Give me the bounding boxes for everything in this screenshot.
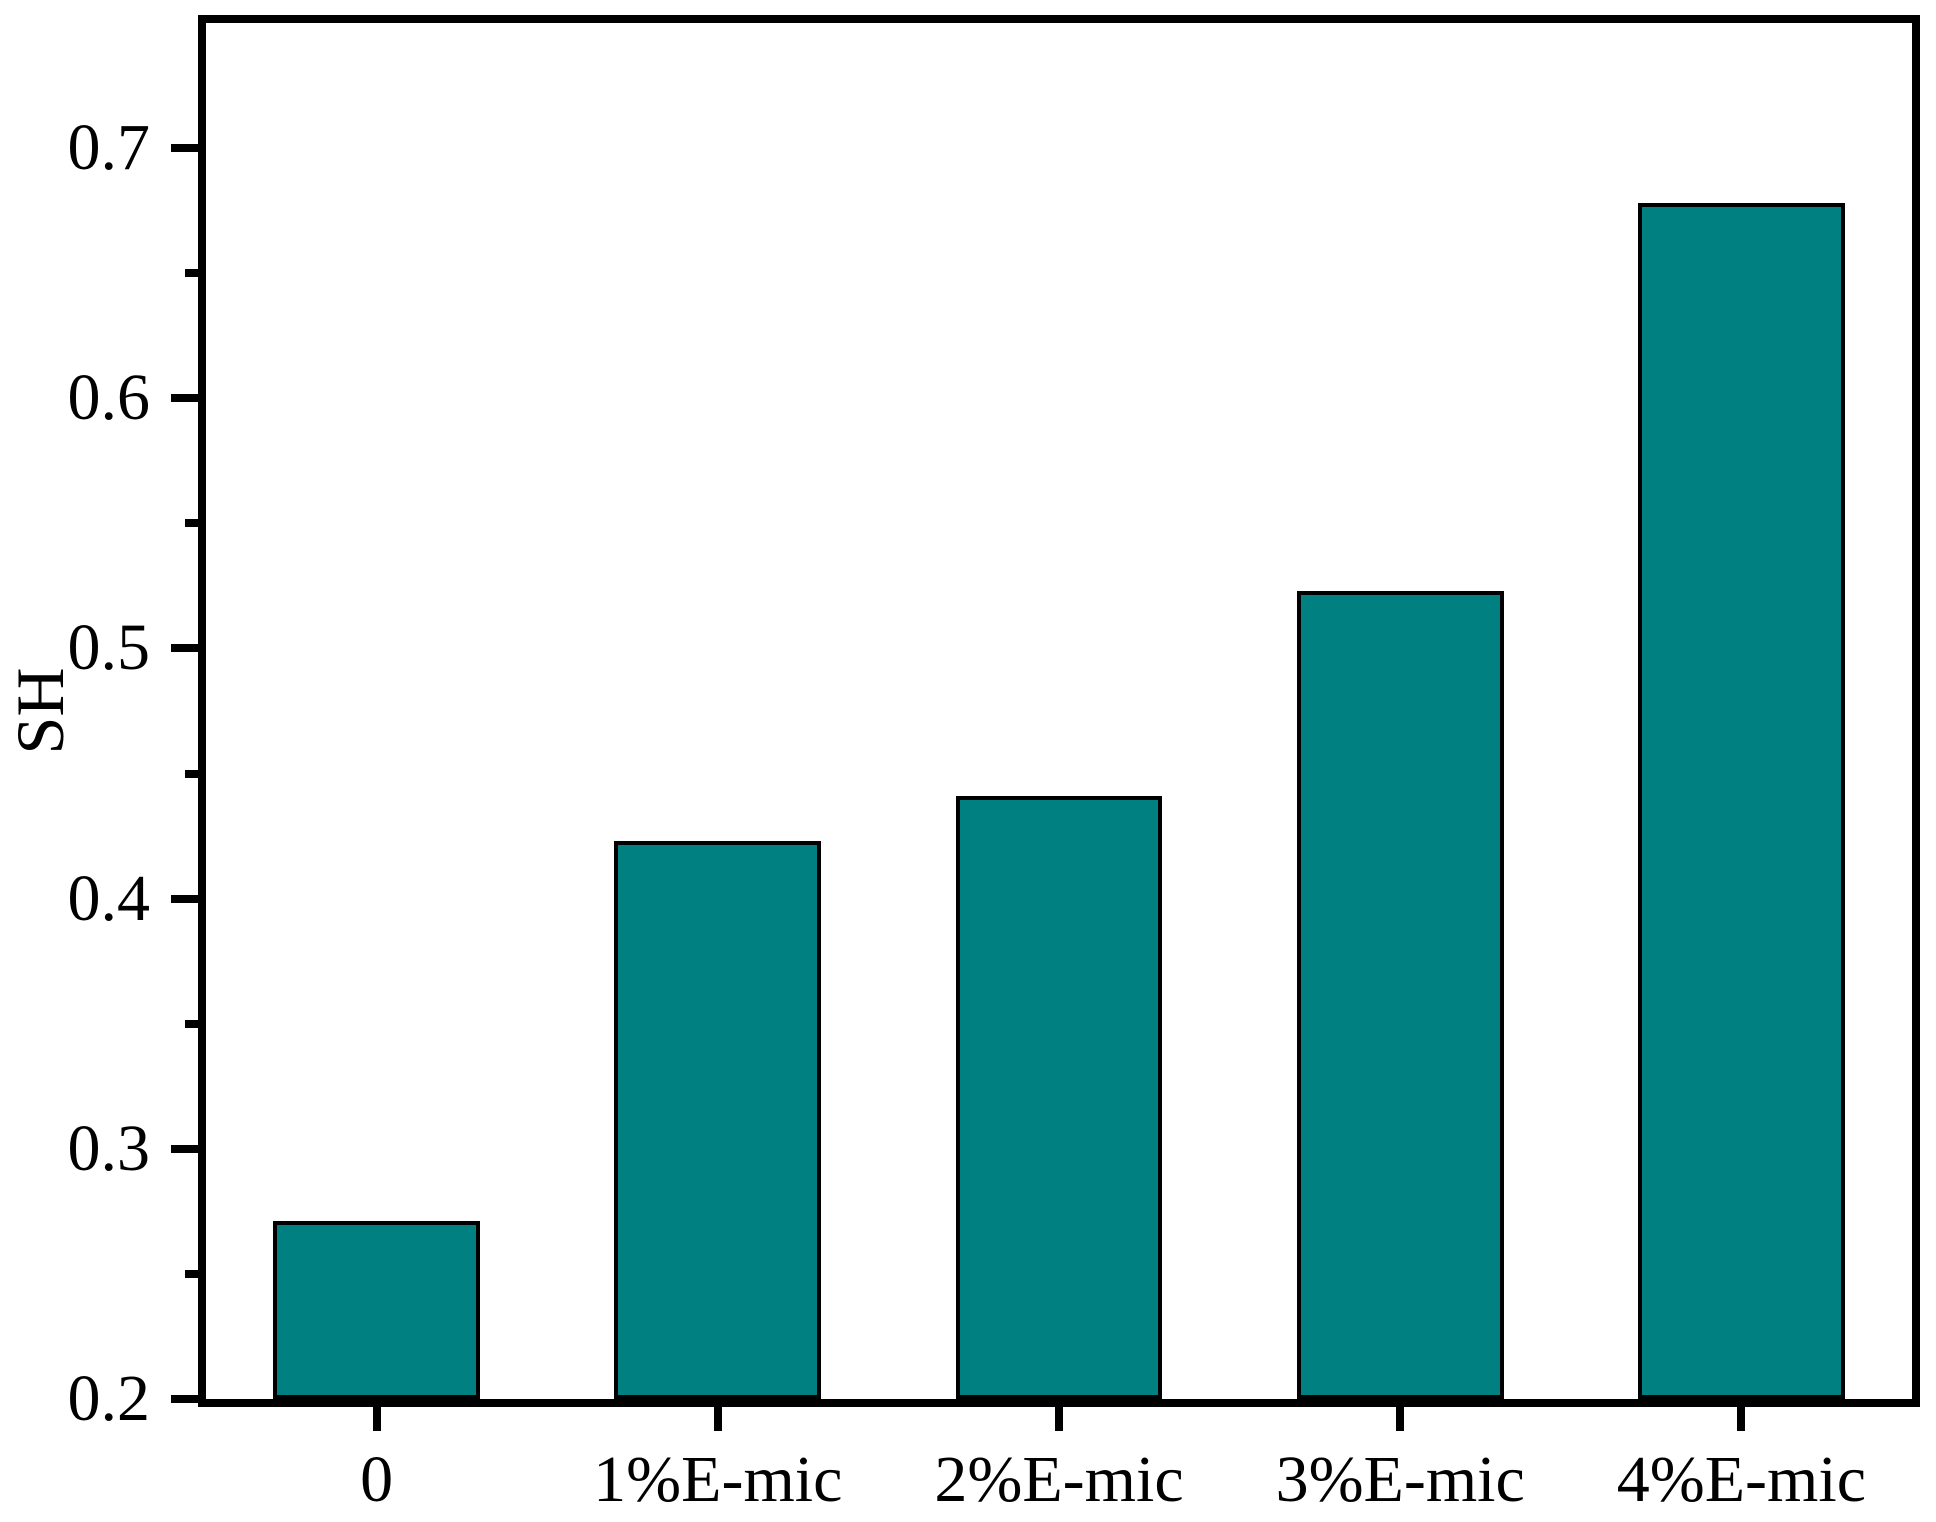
bar-0 (273, 1221, 480, 1399)
x-axis-tick-label: 0 (360, 1443, 394, 1516)
x-axis-tick (1737, 1407, 1746, 1431)
bar-3 (1296, 590, 1504, 1399)
x-axis-tick (372, 1407, 381, 1431)
y-axis-tick-label: 0.5 (67, 611, 151, 685)
bar-2 (955, 796, 1163, 1399)
y-axis-major-tick (171, 894, 198, 903)
plot-inner (206, 23, 1912, 1399)
x-axis-tick (1055, 1407, 1063, 1431)
y-axis-minor-tick (185, 1019, 198, 1028)
y-axis-major-tick (171, 644, 198, 653)
x-axis-tick-label: 4%E-mic (1616, 1443, 1867, 1516)
y-axis-minor-tick (185, 519, 198, 528)
y-axis-minor-tick (185, 1269, 198, 1278)
x-axis-tick (713, 1407, 722, 1431)
bar-1 (614, 841, 822, 1399)
y-axis-minor-tick (185, 269, 198, 278)
y-axis-major-tick (171, 1144, 198, 1153)
y-axis-tick-label: 0.2 (67, 1362, 151, 1435)
y-axis-tick-label: 0.3 (67, 1111, 151, 1185)
x-axis-tick-label: 3%E-mic (1275, 1443, 1525, 1516)
y-axis-minor-tick (185, 769, 198, 778)
y-axis-title: SH (2, 667, 78, 755)
x-axis-tick (1396, 1407, 1405, 1431)
y-axis-major-tick (171, 1395, 198, 1403)
x-axis-tick-label: 1%E-mic (593, 1443, 843, 1516)
bar-4 (1638, 203, 1845, 1399)
y-axis-tick-label: 0.6 (67, 361, 151, 435)
x-axis-tick-label: 2%E-mic (934, 1443, 1184, 1516)
y-axis-tick-label: 0.4 (67, 861, 151, 935)
y-axis-tick-label: 0.7 (67, 111, 151, 185)
y-axis-major-tick (171, 394, 198, 403)
plot-area (198, 15, 1920, 1407)
y-axis-major-tick (171, 144, 198, 153)
